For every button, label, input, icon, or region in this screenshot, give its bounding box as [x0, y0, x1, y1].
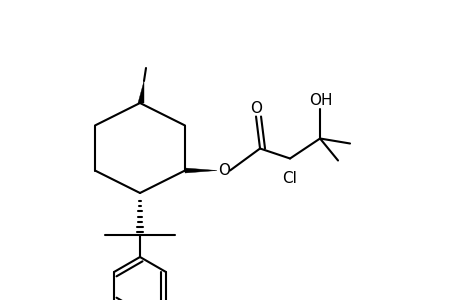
Text: OH: OH	[308, 93, 332, 108]
Text: O: O	[250, 101, 262, 116]
Text: Cl: Cl	[282, 171, 297, 186]
Polygon shape	[138, 81, 144, 103]
Polygon shape	[185, 168, 217, 173]
Text: O: O	[218, 163, 230, 178]
